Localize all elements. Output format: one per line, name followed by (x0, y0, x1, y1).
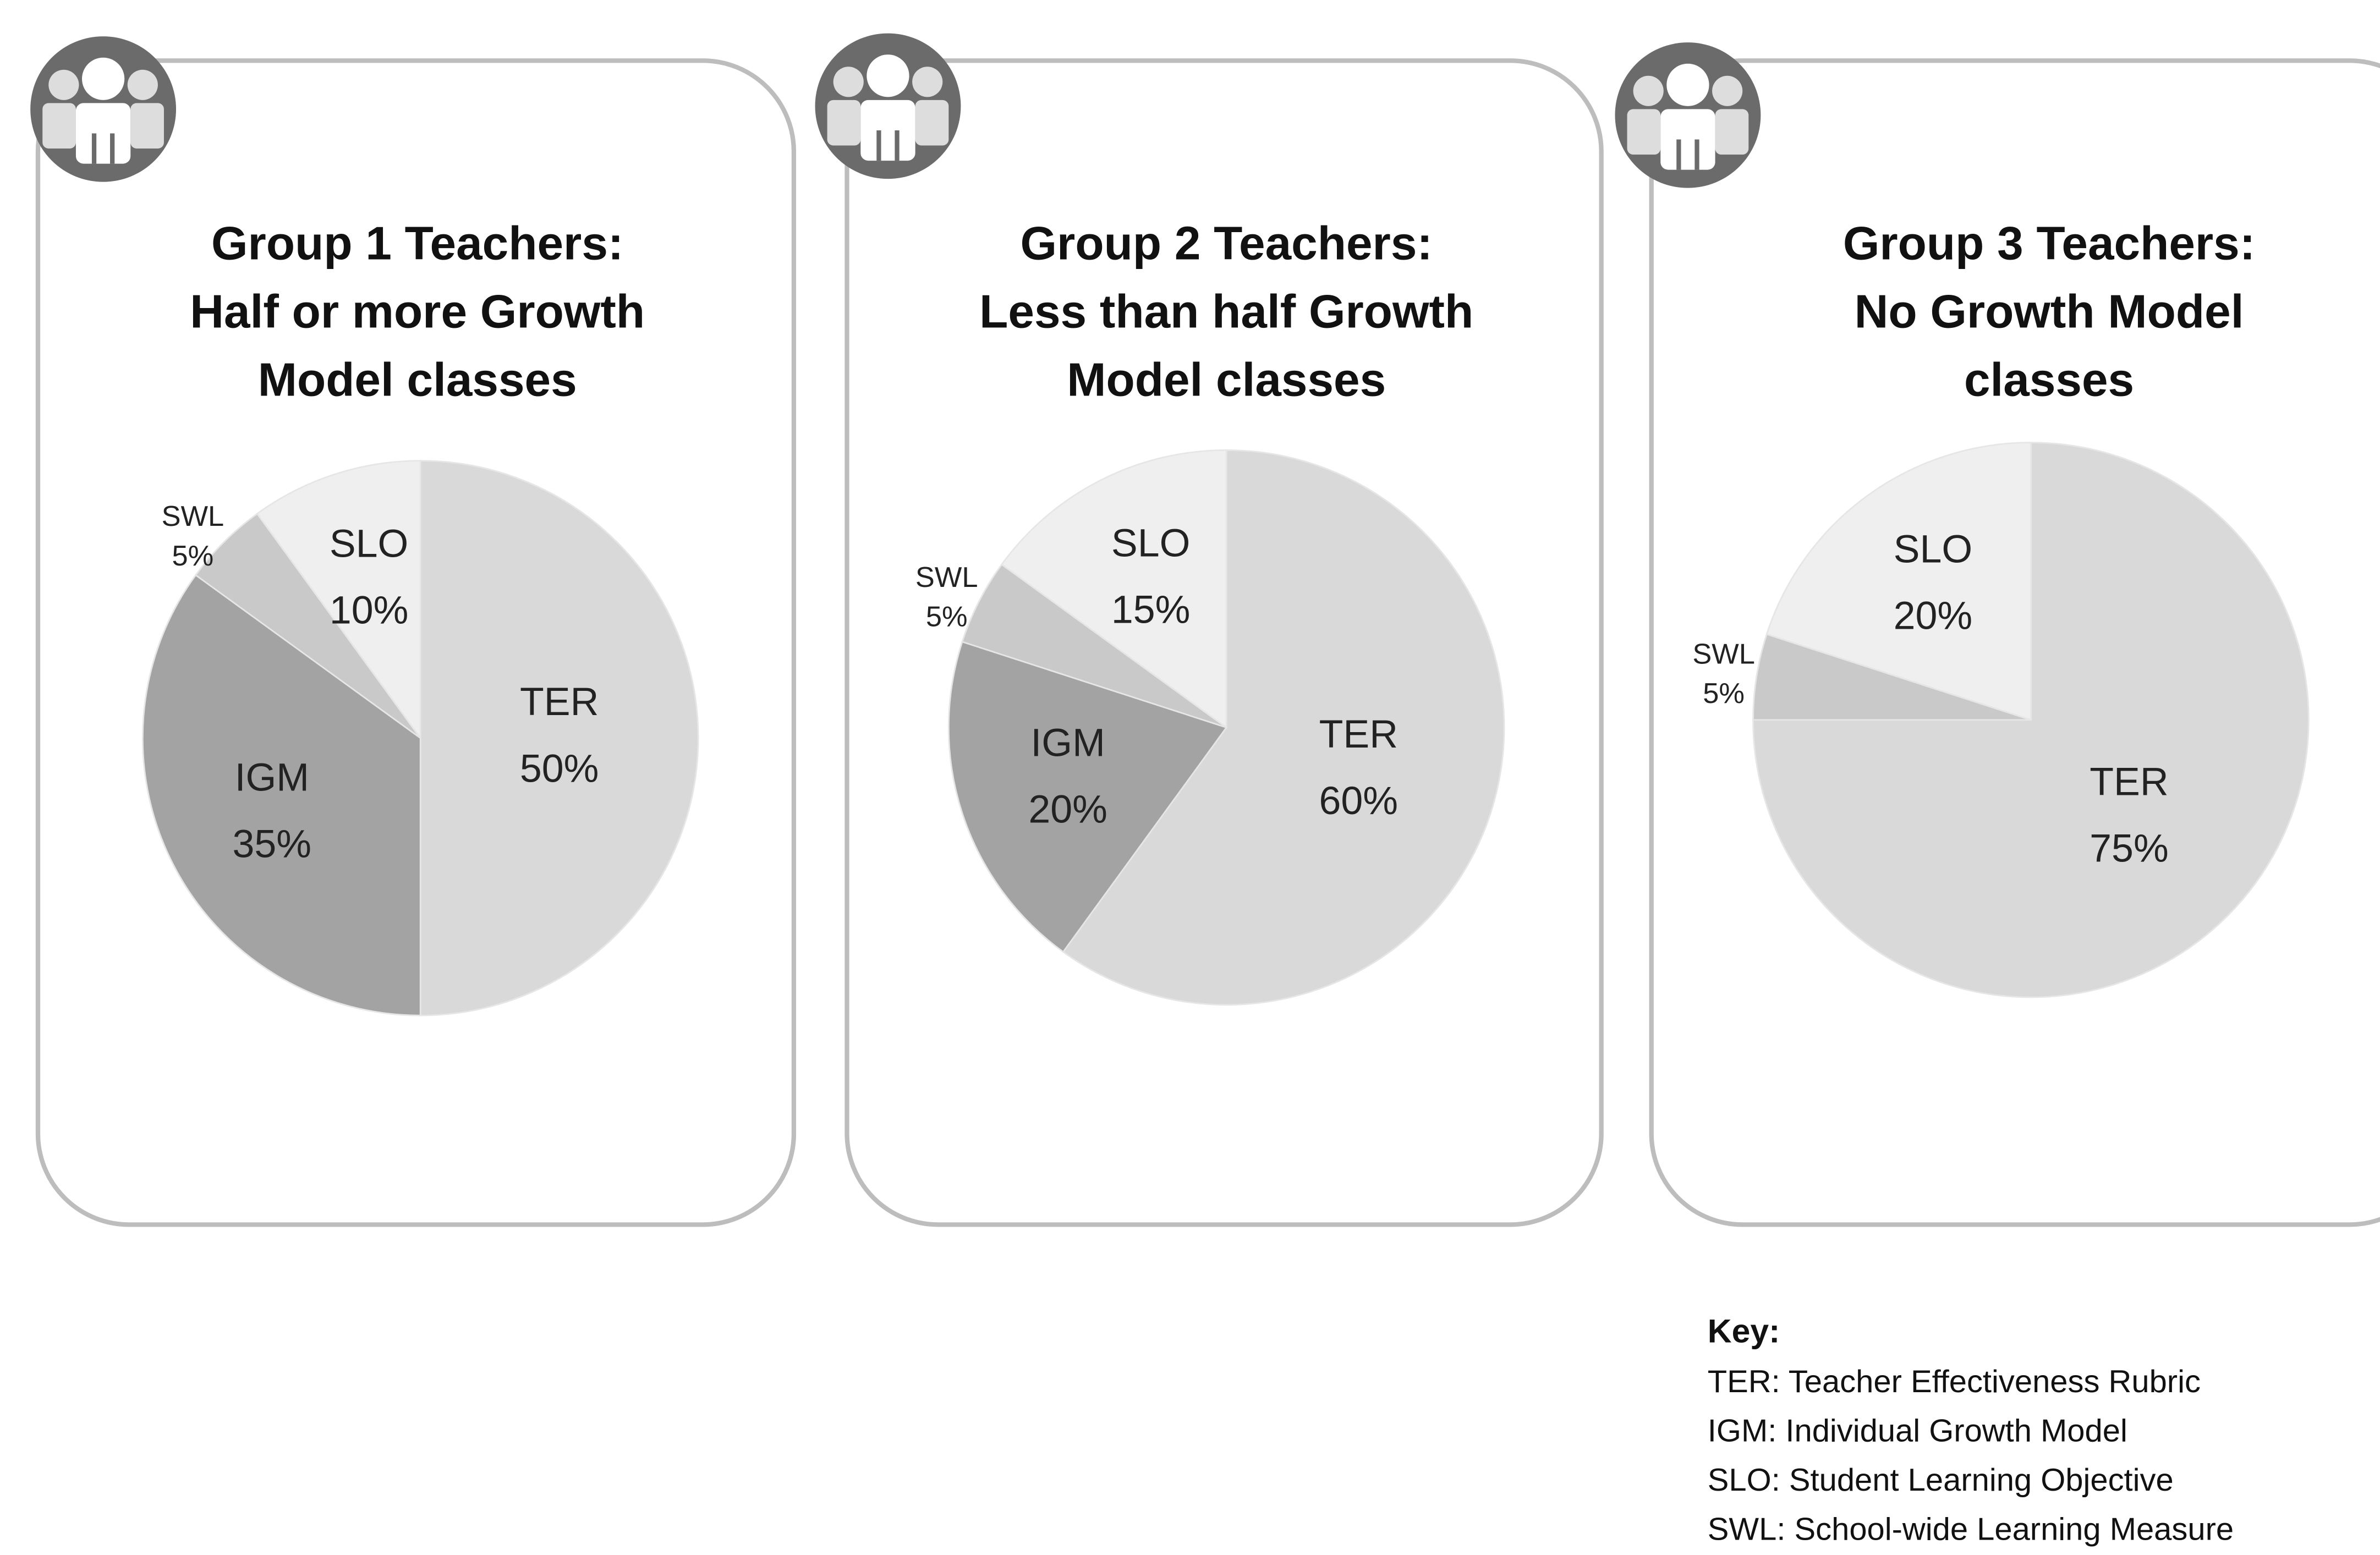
slice-category: IGM (235, 756, 309, 800)
pie-slice (256, 460, 421, 741)
slice-value-label: 15% (1111, 588, 1191, 632)
pie-slice (1752, 442, 2310, 998)
charts: Group 1 Teachers: Half or more Growth Mode… (141, 218, 2310, 1016)
key-item: SLO: Student Learning Objective (1708, 1463, 2174, 1498)
pie-chart: Group 1 Teachers: Half or more Growth Mode… (141, 218, 699, 1016)
pie-slice (948, 641, 1228, 953)
slice-value-label: 60% (1319, 779, 1399, 823)
slice-value-label: 75% (2090, 827, 2169, 871)
slice-value-label: 5% (172, 540, 214, 572)
chart-title: classes (1964, 354, 2134, 406)
slice-category: TER (1319, 712, 1398, 756)
chart-title: Group 1 Teachers: (211, 218, 623, 270)
slice-category: SWL (1692, 638, 1755, 670)
slice-value-label: 5% (1703, 678, 1745, 710)
chart-title: Less than half Growth (979, 286, 1473, 338)
pie-slice (194, 513, 421, 739)
key-item: SWL: School-wide Learning Measure (1708, 1512, 2234, 1547)
slice-value-label: 5% (926, 601, 968, 633)
key-title: Key: (1708, 1312, 1780, 1350)
slice-category: TER (2090, 760, 2168, 804)
pie-slice (961, 563, 1227, 728)
slice-category: SLO (1111, 521, 1191, 565)
chart-title: Group 3 Teachers: (1843, 218, 2255, 270)
slice-category: SWL (915, 562, 978, 594)
key-item: TER: Teacher Effectiveness Rubric (1708, 1364, 2201, 1399)
chart-title: Model classes (258, 354, 577, 406)
slice-category: SLO (330, 521, 409, 565)
pie-slice (1062, 449, 1505, 1006)
pie-chart: Group 3 Teachers: No Growth Model classes T… (1692, 218, 2310, 998)
pie-slice (1765, 442, 2032, 721)
slice-value-label: 50% (520, 746, 599, 790)
people-icon (30, 36, 176, 182)
slice-category: SWL (162, 501, 224, 532)
chart-title: Model classes (1067, 354, 1386, 406)
slice-value-label: 20% (1028, 788, 1107, 832)
chart-title: Group 2 Teachers: (1021, 218, 1433, 270)
pie-slice (1000, 449, 1227, 729)
slice-value-label: 20% (1894, 594, 1973, 638)
key-item: IGM: Individual Growth Model (1708, 1414, 2127, 1449)
pie-slice (141, 574, 421, 1016)
key: Key: TER: Teacher Effectiveness Rubric IGM… (1708, 1312, 2234, 1547)
slice-value-label: 35% (233, 822, 312, 866)
people-icon (1615, 42, 1761, 188)
slice-category: TER (520, 680, 599, 724)
pie-slice (1752, 633, 2031, 721)
people-icon (815, 34, 961, 179)
chart-title: No Growth Model (1855, 286, 2244, 338)
chart-title: Half or more Growth (190, 286, 645, 338)
slice-category: IGM (1030, 721, 1105, 765)
slice-category: SLO (1894, 527, 1973, 571)
pie-chart: Group 2 Teachers: Less than half Growth Mo… (915, 218, 1505, 1006)
pie-slice (419, 460, 699, 1016)
slice-value-label: 10% (330, 589, 409, 633)
